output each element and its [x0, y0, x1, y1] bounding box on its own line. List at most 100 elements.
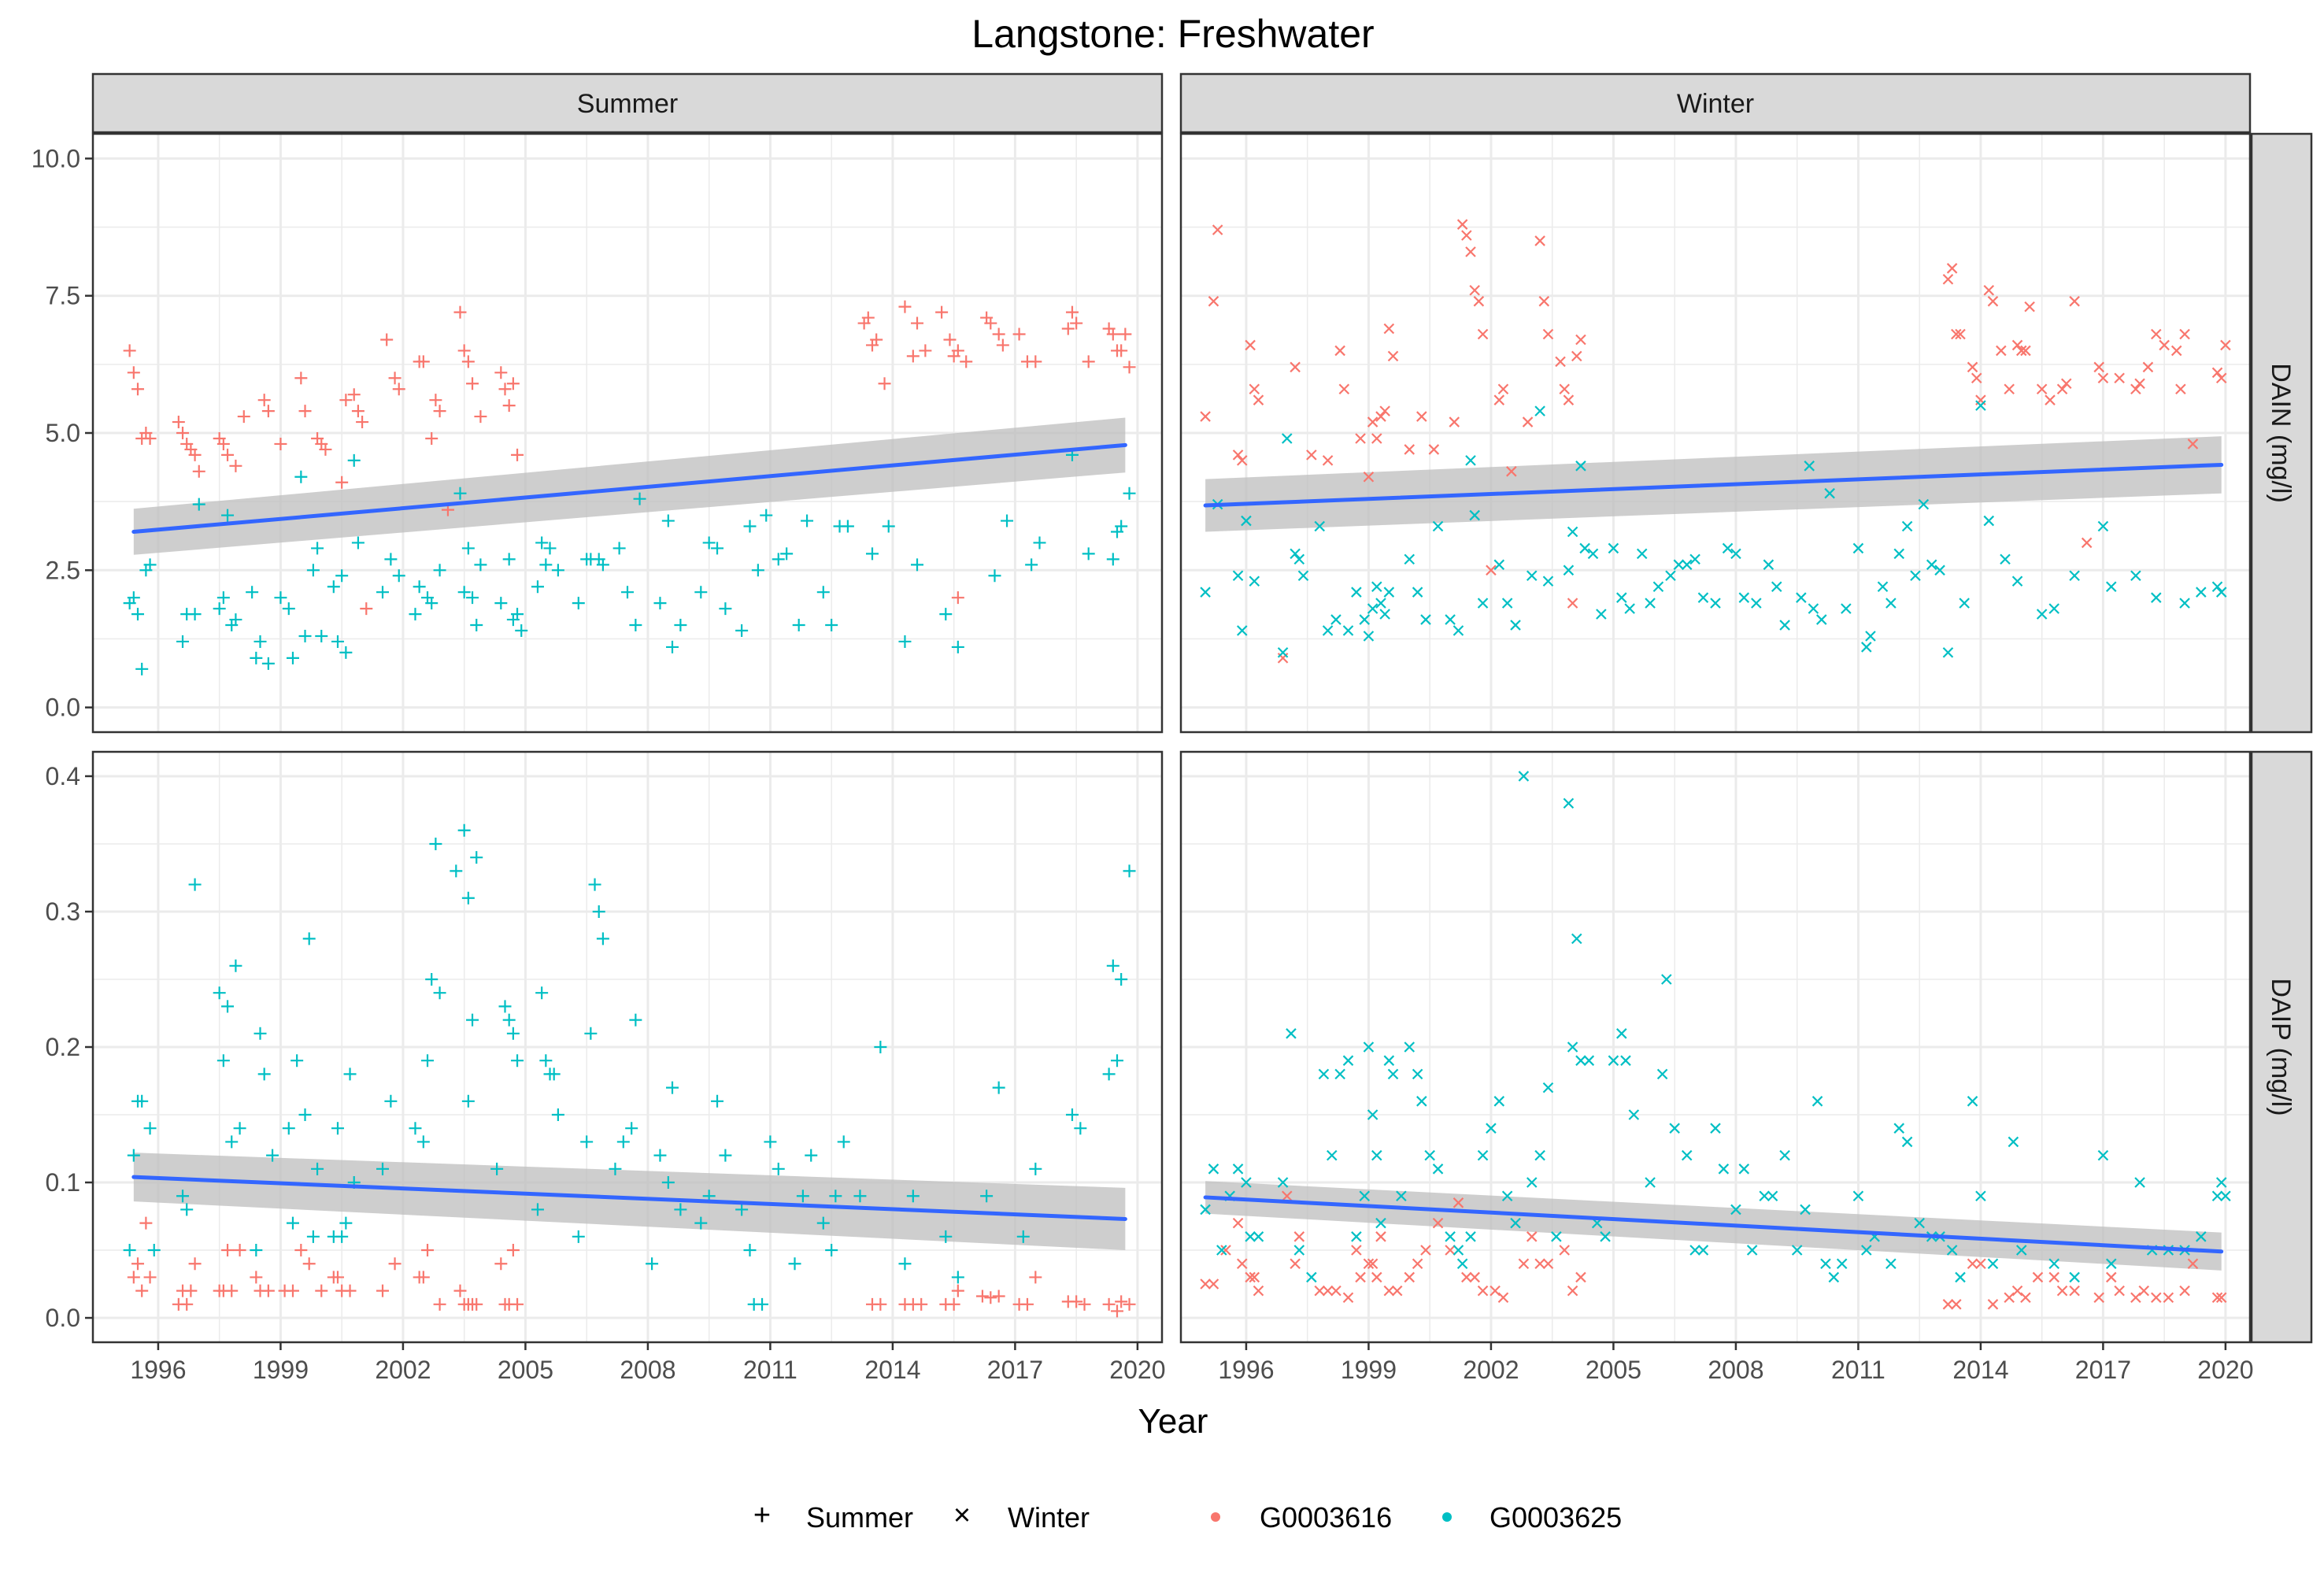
data-point: [1016, 1230, 1030, 1243]
data-point: [1404, 1042, 1415, 1053]
data-point: [1763, 559, 1774, 571]
data-point: [1567, 1285, 1578, 1297]
trend-line: [131, 1175, 1127, 1221]
data-point: [1510, 1217, 1521, 1229]
data-point: [274, 437, 287, 450]
data-point: [1575, 1271, 1586, 1283]
y-tick-label: 10.0: [31, 144, 80, 172]
data-point: [788, 1257, 801, 1271]
data-point: [1363, 1258, 1375, 1270]
data-point: [2114, 372, 2125, 384]
data-point: [1391, 1285, 1403, 1297]
data-point: [298, 629, 312, 642]
data-point: [147, 1244, 161, 1257]
data-point: [176, 427, 190, 439]
y-tick-label: 7.5: [46, 282, 80, 310]
data-point: [1306, 1271, 1317, 1283]
data-point: [1987, 1258, 1999, 1270]
data-point: [629, 1013, 642, 1027]
data-point: [1901, 1136, 1913, 1148]
data-point: [494, 366, 508, 379]
data-point: [666, 640, 679, 653]
data-point: [1119, 327, 1132, 341]
data-point: [250, 651, 263, 664]
data-point: [1330, 1285, 1341, 1297]
data-point: [992, 1081, 1005, 1094]
data-point: [1746, 1245, 1758, 1256]
data-point: [1486, 1123, 1497, 1134]
x-tick-label: 1996: [130, 1356, 186, 1384]
data-point: [135, 1284, 149, 1297]
y-tick-label: 0.2: [46, 1033, 80, 1061]
data-point: [1828, 1271, 1840, 1283]
data-point: [1493, 1096, 1505, 1107]
data-point: [1918, 498, 1930, 510]
data-point: [143, 1271, 157, 1284]
panel-daip-mg-l-winter: [1179, 750, 2252, 1344]
data-point: [1216, 1245, 1227, 1256]
data-point: [331, 1122, 344, 1135]
data-point: [1123, 864, 1136, 878]
series-g0003616: [1200, 1190, 2227, 1310]
data-point: [939, 608, 953, 621]
data-point: [711, 1094, 724, 1108]
data-point: [298, 405, 312, 418]
data-point: [1314, 1285, 1326, 1297]
data-point: [1673, 559, 1685, 571]
data-point: [1815, 614, 1827, 625]
data-point: [1236, 625, 1248, 636]
data-point: [1404, 444, 1415, 455]
data-point: [1387, 350, 1399, 362]
data-point: [2024, 301, 2035, 313]
data-point: [535, 986, 549, 1000]
data-point: [1811, 1096, 1823, 1107]
data-point: [1322, 455, 1334, 466]
data-point: [143, 1122, 157, 1135]
legend-key-plus-icon: +: [753, 1499, 771, 1532]
data-point: [416, 1135, 430, 1149]
data-point: [1342, 1292, 1354, 1304]
data-point: [1106, 327, 1119, 341]
data-point: [143, 431, 157, 445]
x-tick-label: 2008: [620, 1356, 675, 1384]
data-point: [1710, 1123, 1721, 1134]
data-point: [1363, 472, 1375, 483]
data-point: [1232, 570, 1244, 582]
data-point: [213, 986, 226, 1000]
data-point: [302, 1257, 316, 1271]
x-tick-label: 2011: [1831, 1356, 1885, 1384]
data-point: [2187, 1258, 2199, 1270]
data-point: [221, 1000, 235, 1013]
data-point: [1342, 1055, 1354, 1066]
data-point: [2093, 361, 2104, 373]
data-point: [1367, 603, 1378, 614]
data-point: [1555, 356, 1566, 368]
data-point: [123, 1244, 136, 1257]
data-point: [2196, 1231, 2207, 1242]
x-tick-label: 2017: [2075, 1356, 2131, 1384]
x-tick-label: 2017: [987, 1356, 1043, 1384]
legend-key-dot-red-icon: [1211, 1512, 1220, 1522]
data-point: [1212, 224, 1223, 235]
data-point: [2093, 1292, 2104, 1304]
data-point: [360, 602, 373, 616]
data-point: [1542, 328, 1554, 340]
data-point: [388, 1257, 402, 1271]
data-point: [1526, 1231, 1538, 1242]
data-point: [2130, 570, 2141, 582]
panel-dain-mg-l-winter-border: [1179, 132, 2252, 734]
data-point: [816, 586, 830, 599]
data-point: [825, 619, 838, 632]
data-point: [1534, 405, 1545, 416]
data-point: [1200, 586, 1211, 598]
data-point: [919, 344, 932, 357]
data-point: [2138, 1285, 2150, 1297]
data-point: [653, 1149, 667, 1162]
data-point: [1910, 570, 1921, 582]
data-point: [2000, 553, 2011, 565]
data-point: [380, 333, 394, 346]
data-point: [1379, 609, 1390, 620]
data-point: [1567, 598, 1578, 609]
legend-label-g0003616: G0003616: [1260, 1501, 1392, 1534]
data-point: [646, 1257, 659, 1271]
